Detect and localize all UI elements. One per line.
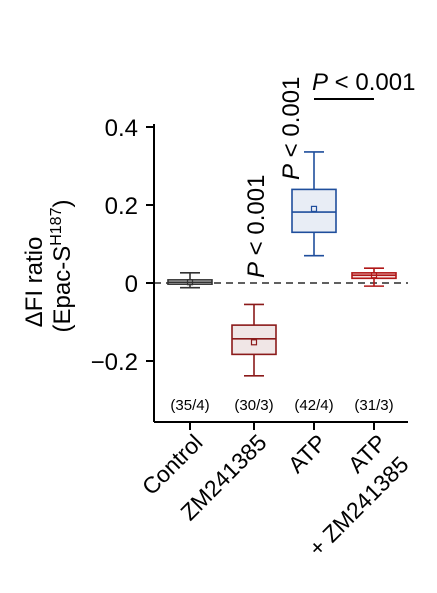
mean-marker xyxy=(310,205,318,212)
category-label: ATP xyxy=(283,429,332,478)
y-tick-label: −0.2 xyxy=(91,349,138,376)
p-value-label: P < 0.001 xyxy=(243,175,270,278)
y-tick-label: 0.2 xyxy=(105,193,138,220)
box-1 xyxy=(231,303,277,377)
y-tick-label: 0.4 xyxy=(105,115,138,142)
n-label: (42/4) xyxy=(294,397,333,414)
mean-marker xyxy=(186,279,194,286)
mean-marker xyxy=(370,272,378,279)
significance-annotations: P < 0.001 P < 0.001 P < 0.001 xyxy=(243,69,415,278)
boxes xyxy=(167,151,397,377)
axes: −0.2 0 0.2 0.4 xyxy=(91,115,408,430)
n-label: (31/3) xyxy=(354,397,393,414)
box-0 xyxy=(167,272,213,289)
sample-size-labels: (35/4) (30/3) (42/4) (31/3) xyxy=(170,397,393,414)
n-label: (35/4) xyxy=(170,397,209,414)
box-2 xyxy=(291,151,337,257)
box-3 xyxy=(351,267,397,287)
mean-marker xyxy=(250,339,258,346)
y-axis-title-line1: ΔFI ratio xyxy=(21,237,48,328)
p-value-label: P < 0.001 xyxy=(312,69,415,96)
p-value-label: P < 0.001 xyxy=(278,77,305,180)
y-tick-label: 0 xyxy=(125,271,138,298)
y-axis-title: ΔFI ratio (Epac-SH187) xyxy=(21,200,76,333)
n-label: (30/3) xyxy=(234,397,273,414)
y-axis-title-line2: (Epac-SH187) xyxy=(48,200,76,333)
